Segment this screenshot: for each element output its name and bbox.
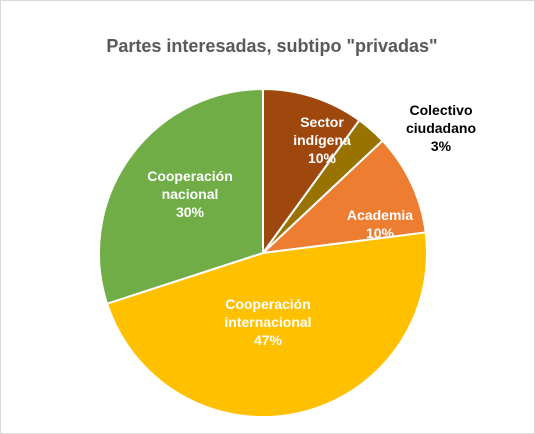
slice-label: Academia 10% — [320, 194, 440, 254]
label-box: Sector indígena 10% — [262, 110, 382, 170]
label-box: Cooperación internacional 47% — [208, 292, 328, 352]
slice-label: Cooperación internacional 47% — [208, 292, 328, 352]
pie-slice — [260, 139, 427, 255]
slice-value: 30% — [175, 204, 205, 220]
slice-label: Cooperación nacional 30% — [130, 164, 250, 224]
chart-title: Partes interesadas, subtipo "privadas" — [106, 36, 437, 56]
slice-name: Colectivo ciudadano — [405, 102, 476, 136]
slice-value: 47% — [253, 332, 283, 348]
slice-name: Cooperación nacional — [147, 168, 233, 202]
slice-name: Sector indígena — [293, 114, 351, 148]
slice-name: Cooperación internacional — [224, 296, 312, 330]
slice-name: Academia — [346, 207, 414, 223]
slice-value: 10% — [365, 225, 395, 241]
slice-label: Sector indígena 10% — [262, 110, 382, 170]
pie-slice — [98, 87, 264, 305]
label-box: Academia 10% — [320, 194, 440, 254]
label-box: Colectivo ciudadano 3% — [381, 98, 501, 158]
pie-slice — [262, 87, 361, 257]
slice-value: 10% — [307, 150, 337, 166]
slice-label: Colectivo ciudadano 3% — [381, 98, 501, 158]
slice-value: 3% — [430, 138, 452, 154]
label-box: Cooperación nacional 30% — [130, 164, 250, 224]
